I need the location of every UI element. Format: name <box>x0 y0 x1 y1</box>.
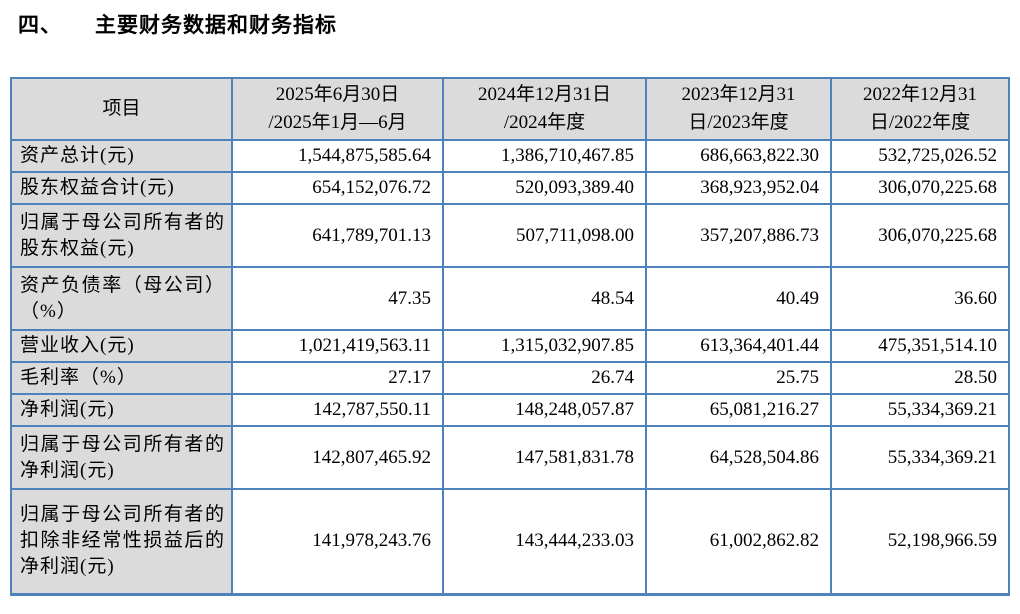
row-label: 净利润(元) <box>10 393 233 427</box>
table-row-net-profit: 净利润(元) 142,787,550.11 148,248,057.87 65,… <box>10 393 1010 427</box>
cell-value: 357,207,886.73 <box>645 203 832 268</box>
cell-value: 306,070,225.68 <box>830 171 1010 205</box>
cell-value: 25.75 <box>645 361 832 395</box>
table-row-revenue: 营业收入(元) 1,021,419,563.11 1,315,032,907.8… <box>10 329 1010 363</box>
table-row-parent-net-profit-excl-nonrecurring: 归属于母公司所有者的扣除非经常性损益后的净利润(元) 141,978,243.7… <box>10 488 1010 595</box>
table-row-total-equity: 股东权益合计(元) 654,152,076.72 520,093,389.40 … <box>10 171 1010 205</box>
cell-value: 507,711,098.00 <box>442 203 647 268</box>
cell-value: 65,081,216.27 <box>645 393 832 427</box>
cell-value: 147,581,831.78 <box>442 425 647 490</box>
cell-value: 148,248,057.87 <box>442 393 647 427</box>
cell-value: 48.54 <box>442 266 647 331</box>
cell-value: 613,364,401.44 <box>645 329 832 363</box>
table-row-total-assets: 资产总计(元) 1,544,875,585.64 1,386,710,467.8… <box>10 139 1010 173</box>
cell-value: 142,807,465.92 <box>231 425 444 490</box>
cell-value: 61,002,862.82 <box>645 488 832 595</box>
cell-value: 306,070,225.68 <box>830 203 1010 268</box>
row-label: 归属于母公司所有者的净利润(元) <box>10 425 233 490</box>
cell-value: 26.74 <box>442 361 647 395</box>
cell-value: 532,725,026.52 <box>830 139 1010 173</box>
cell-value: 55,334,369.21 <box>830 425 1010 490</box>
col-header-2024: 2024年12月31日 /2024年度 <box>442 77 647 141</box>
cell-value: 40.49 <box>645 266 832 331</box>
cell-value: 1,021,419,563.11 <box>231 329 444 363</box>
col-header-2022: 2022年12月31 日/2022年度 <box>830 77 1010 141</box>
col-header-2023: 2023年12月31 日/2023年度 <box>645 77 832 141</box>
section-title-text: 主要财务数据和财务指标 <box>95 14 337 37</box>
header-row: 项目 2025年6月30日 /2025年1月—6月 2024年12月31日 /2… <box>10 77 1010 141</box>
cell-value: 52,198,966.59 <box>830 488 1010 595</box>
cell-value: 1,386,710,467.85 <box>442 139 647 173</box>
cell-value: 520,093,389.40 <box>442 171 647 205</box>
table-row-gross-margin: 毛利率（%） 27.17 26.74 25.75 28.50 <box>10 361 1010 395</box>
col-header-2025h1: 2025年6月30日 /2025年1月—6月 <box>231 77 444 141</box>
cell-value: 141,978,243.76 <box>231 488 444 595</box>
financial-indicators-table: 项目 2025年6月30日 /2025年1月—6月 2024年12月31日 /2… <box>10 77 1010 596</box>
document-page: 四、 主要财务数据和财务指标 项目 2025年6月30日 /2025年1月—6月 … <box>0 11 1020 614</box>
cell-value: 143,444,233.03 <box>442 488 647 595</box>
row-label: 资产总计(元) <box>10 139 233 173</box>
cell-value: 1,544,875,585.64 <box>231 139 444 173</box>
cell-value: 36.60 <box>830 266 1010 331</box>
section-number: 四、 <box>18 14 62 37</box>
col-header-item: 项目 <box>10 77 233 141</box>
row-label: 营业收入(元) <box>10 329 233 363</box>
row-label: 毛利率（%） <box>10 361 233 395</box>
row-label: 归属于母公司所有者的扣除非经常性损益后的净利润(元) <box>10 488 233 595</box>
cell-value: 654,152,076.72 <box>231 171 444 205</box>
cell-value: 55,334,369.21 <box>830 393 1010 427</box>
row-label: 资产负债率（母公司）（%） <box>10 266 233 331</box>
cell-value: 368,923,952.04 <box>645 171 832 205</box>
row-label: 归属于母公司所有者的股东权益(元) <box>10 203 233 268</box>
cell-value: 1,315,032,907.85 <box>442 329 647 363</box>
cell-value: 686,663,822.30 <box>645 139 832 173</box>
table-row-parent-net-profit: 归属于母公司所有者的净利润(元) 142,807,465.92 147,581,… <box>10 425 1010 490</box>
cell-value: 27.17 <box>231 361 444 395</box>
cell-value: 28.50 <box>830 361 1010 395</box>
table-row-debt-ratio: 资产负债率（母公司）（%） 47.35 48.54 40.49 36.60 <box>10 266 1010 331</box>
cell-value: 64,528,504.86 <box>645 425 832 490</box>
cell-value: 475,351,514.10 <box>830 329 1010 363</box>
section-title: 四、 主要财务数据和财务指标 <box>18 11 1020 40</box>
cell-value: 641,789,701.13 <box>231 203 444 268</box>
cell-value: 47.35 <box>231 266 444 331</box>
table-row-parent-equity: 归属于母公司所有者的股东权益(元) 641,789,701.13 507,711… <box>10 203 1010 268</box>
row-label: 股东权益合计(元) <box>10 171 233 205</box>
cell-value: 142,787,550.11 <box>231 393 444 427</box>
